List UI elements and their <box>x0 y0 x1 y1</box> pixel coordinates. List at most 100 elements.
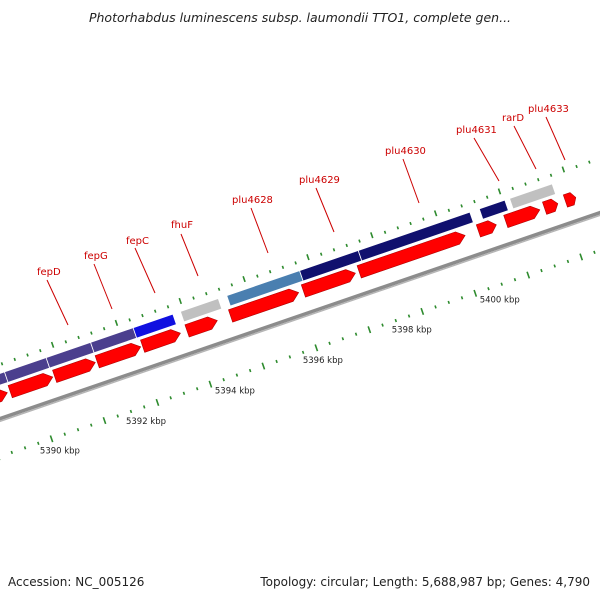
scale-tick-lower <box>540 268 543 273</box>
scale-tick-upper <box>294 261 297 265</box>
scale-tick-upper <box>433 210 438 217</box>
scale-tick-upper <box>217 287 221 291</box>
scale-tick-lower <box>116 414 119 418</box>
scale-tick-lower <box>341 337 345 341</box>
scale-tick-upper <box>26 353 29 357</box>
scale-tick-upper <box>497 188 502 195</box>
scale-tick-lower <box>222 377 225 382</box>
scale-tick-upper <box>575 164 578 169</box>
scale-tick-upper <box>192 296 195 300</box>
cds-arrow <box>228 288 300 323</box>
scale-tick-upper <box>588 160 591 164</box>
scale-tick-lower <box>37 441 40 445</box>
scale-tick-upper <box>205 291 208 296</box>
scale-tick-upper <box>242 275 246 283</box>
accession-text: Accession: NC_005126 <box>8 575 145 589</box>
scale-tick-lower <box>513 277 517 282</box>
cds-arrow <box>184 316 218 338</box>
scale-tick-upper <box>102 327 106 331</box>
gene-block <box>357 211 474 262</box>
scale-tick-upper <box>178 297 182 305</box>
scale-tick-upper <box>383 230 387 234</box>
scale-tick-lower <box>10 450 14 455</box>
scale-tick-upper <box>524 182 527 186</box>
scale-tick-lower <box>460 296 464 300</box>
scale-tick-upper <box>268 270 272 274</box>
scale-tick-upper <box>64 340 68 344</box>
gene-block <box>509 183 557 210</box>
gene-leader-line <box>473 137 500 182</box>
scale-tick-upper <box>0 362 4 366</box>
gene-leader-line <box>93 263 113 310</box>
scale-tick-lower <box>63 432 67 436</box>
cds-arrow <box>475 220 497 238</box>
scale-tick-lower <box>169 396 172 400</box>
scale-tick-lower <box>102 417 107 425</box>
gene-label: plu4631 <box>456 125 497 136</box>
scale-label: 5394 kbp <box>215 386 255 396</box>
gene-label: plu4633 <box>528 104 569 115</box>
cds-arrow <box>140 329 181 353</box>
scale-tick-lower <box>155 398 160 406</box>
cds-arrow <box>562 192 577 208</box>
scale-tick-upper <box>128 318 131 322</box>
scale-tick-lower <box>394 318 398 323</box>
scale-tick-upper <box>306 254 310 261</box>
cds-arrow <box>542 198 559 215</box>
gene-block <box>478 199 509 220</box>
backbone-line <box>0 187 600 439</box>
gene-label: fepC <box>126 236 149 247</box>
scale-tick-lower <box>381 323 384 327</box>
scale-tick-upper <box>332 248 336 252</box>
scale-tick-lower <box>142 405 146 409</box>
scale-tick-upper <box>39 348 42 353</box>
gene-label: fepD <box>37 267 61 278</box>
scale-tick-lower <box>500 282 503 286</box>
scale-tick-upper <box>319 252 323 256</box>
scale-tick-upper <box>114 319 119 327</box>
scale-tick-upper <box>396 226 400 230</box>
scale-tick-upper <box>230 283 234 287</box>
gene-leader-line <box>180 233 199 277</box>
scale-tick-lower <box>275 359 278 364</box>
scale-tick-lower <box>248 368 252 373</box>
cds-arrow <box>94 342 142 369</box>
gene-leader-line <box>315 187 335 233</box>
scale-tick-upper <box>422 217 425 221</box>
scale-tick-lower <box>553 264 556 268</box>
scale-tick-lower <box>90 423 93 427</box>
scale-tick-upper <box>345 243 348 248</box>
scale-tick-upper <box>141 313 144 318</box>
scale-tick-upper <box>370 232 374 239</box>
scale-tick-lower <box>407 314 411 318</box>
scale-tick-lower <box>129 409 133 414</box>
scale-tick-lower <box>314 344 319 352</box>
gene-leader-line <box>402 158 420 204</box>
scale-tick-lower <box>434 305 437 309</box>
scale-tick-upper <box>153 309 157 313</box>
scale-tick-upper <box>77 335 80 340</box>
gene-label: plu4629 <box>299 175 340 186</box>
cds-arrow <box>356 231 466 279</box>
scale-tick-lower <box>235 373 239 377</box>
cds-arrow <box>52 358 96 383</box>
scale-tick-upper <box>549 173 553 177</box>
cds-arrow <box>503 205 541 229</box>
scale-tick-upper <box>537 177 540 182</box>
scale-tick-lower <box>182 391 186 395</box>
scale-tick-upper <box>166 305 170 309</box>
scale-tick-lower <box>579 253 584 261</box>
map-track-group <box>0 160 600 461</box>
scale-tick-upper <box>256 274 259 278</box>
gene-block <box>132 313 177 339</box>
scale-label: 5400 kbp <box>480 295 520 305</box>
scale-tick-lower <box>566 259 570 264</box>
scale-tick-lower <box>526 271 531 279</box>
scale-tick-lower <box>473 289 478 297</box>
scale-tick-upper <box>561 166 566 173</box>
gene-leader-line <box>134 247 156 294</box>
scale-tick-upper <box>13 357 17 362</box>
gene-label: fhuF <box>171 220 193 231</box>
gene-leader-line <box>545 116 566 161</box>
scale-tick-upper <box>281 265 285 270</box>
